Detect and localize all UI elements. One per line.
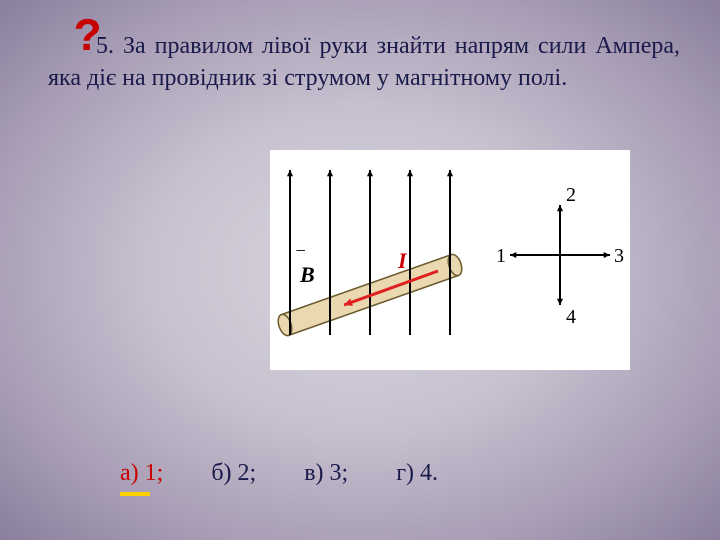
svg-text:2: 2 [566,184,576,206]
option-b: б) 2; [211,460,256,487]
question-text: 5. За правилом лівої руки знайти напрям … [48,30,680,95]
option-d: г) 4. [396,460,438,487]
svg-text:I: I [397,248,408,273]
answer-options: а) 1; б) 2; в) 3; г) 4. [120,460,438,487]
question-number: 5. [96,33,114,59]
highlight-underline [120,492,150,496]
svg-text:‾: ‾ [296,248,305,273]
option-a: а) 1; [120,460,163,487]
svg-text:1: 1 [496,245,506,267]
svg-text:3: 3 [614,245,624,267]
physics-figure: B‾I1234 [270,150,630,370]
question-body: За правилом лівої руки знайти напрям сил… [48,33,680,91]
option-c: в) 3; [304,460,348,487]
svg-text:4: 4 [566,306,576,328]
